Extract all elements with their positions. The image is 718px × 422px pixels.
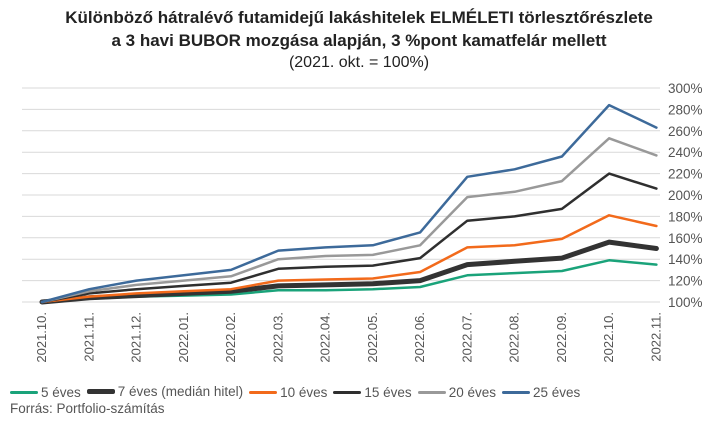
legend-swatch — [249, 391, 278, 394]
chart-title-block: Különböző hátralévő futamidejű lakáshite… — [0, 6, 718, 74]
legend-swatch — [86, 389, 115, 394]
x-tick-label: 2022.11. — [648, 312, 663, 362]
y-tick-label: 220% — [668, 167, 703, 182]
legend-label: 25 éves — [532, 385, 581, 400]
legend-swatch — [10, 391, 38, 394]
series-line-5 — [40, 137, 658, 304]
y-tick-label: 160% — [668, 231, 703, 246]
x-tick-label: 2021.10. — [34, 312, 49, 363]
legend-label: 10 éves — [280, 385, 328, 400]
legend-item: 25 éves — [501, 385, 586, 400]
source-note: Forrás: Portfolio-számítás — [10, 401, 165, 416]
series-line-4 — [40, 172, 658, 304]
legend-label: 15 éves — [364, 385, 412, 400]
legend-label: 7 éves (medián hitel) — [117, 384, 244, 399]
x-tick-label: 2022.07. — [459, 312, 474, 363]
y-tick-label: 300% — [668, 81, 703, 96]
legend-item: 15 éves — [333, 385, 417, 400]
y-tick-label: 280% — [668, 102, 703, 117]
y-tick-label: 140% — [668, 252, 703, 267]
x-tick-label: 2022.03. — [270, 312, 285, 363]
y-tick-label: 100% — [668, 295, 703, 310]
x-tick-label: 2022.02. — [223, 312, 238, 363]
legend-swatch — [501, 391, 530, 394]
series-line-3 — [40, 214, 658, 304]
x-tick-label: 2022.09. — [554, 312, 569, 363]
legend-swatch — [333, 391, 362, 394]
chart-subtitle: (2021. okt. = 100%) — [288, 54, 430, 71]
series-line-2 — [39, 239, 659, 305]
x-tick-label: 2022.04. — [318, 312, 333, 363]
gridlines — [22, 87, 660, 303]
x-tick-label: 2021.11. — [81, 312, 96, 362]
x-tick-label: 2022.05. — [365, 312, 380, 363]
x-tick-label: 2021.12. — [129, 312, 144, 363]
legend: 5 éves 7 éves (medián hitel) 10 éves 15 éve… — [10, 382, 586, 400]
series-line-6 — [40, 103, 658, 304]
chart-title-line-2: a 3 havi BUBOR mozgása alapján, 3 %pont … — [111, 31, 607, 50]
legend-item: 7 éves (medián hitel) — [86, 384, 249, 399]
x-tick-label: 2022.01. — [176, 312, 191, 363]
legend-swatch — [417, 391, 446, 394]
y-tick-label: 180% — [668, 209, 703, 224]
series-lines — [39, 103, 659, 305]
y-axis-tick-labels: 100% 120% 140% 160% 180% 200% 220% 240% 260% 280%… — [668, 81, 703, 310]
chart-title-line-1: Különböző hátralévő futamidejű lakáshite… — [65, 8, 653, 27]
x-tick-label: 2022.06. — [412, 312, 427, 363]
y-tick-label: 120% — [668, 274, 703, 289]
y-tick-label: 200% — [668, 188, 703, 203]
legend-item: 10 éves — [249, 385, 333, 400]
y-tick-label: 240% — [668, 145, 703, 160]
x-tick-label: 2022.10. — [601, 312, 616, 363]
legend-item: 5 éves — [10, 385, 87, 400]
legend-label: 5 éves — [41, 385, 81, 400]
y-tick-label: 260% — [668, 124, 703, 139]
legend-item: 20 éves — [417, 385, 502, 400]
x-axis-tick-labels: 2021.10. 2021.11. 2021.12. 2022.01. 2022.02.… — [34, 312, 663, 363]
x-tick-label: 2022.08. — [507, 312, 522, 363]
legend-label: 20 éves — [448, 385, 496, 400]
